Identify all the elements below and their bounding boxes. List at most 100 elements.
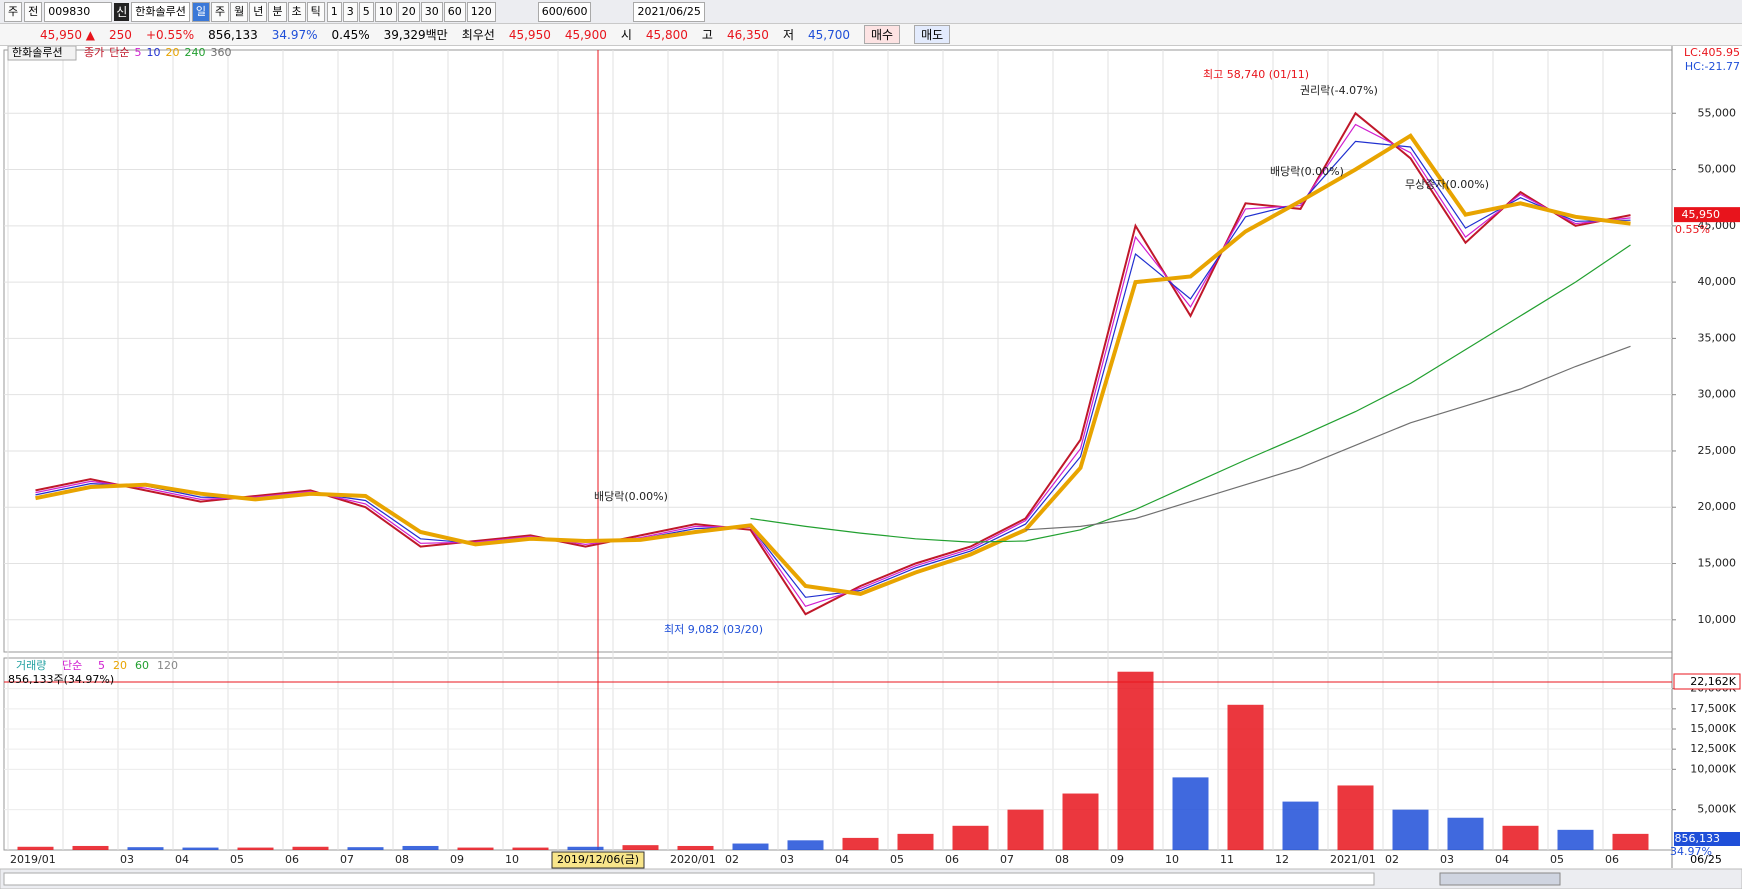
right-axis: [1672, 46, 1742, 852]
x-tick-label: 2020/01: [670, 853, 716, 866]
chart: 2019/01 03 04 05 06 07 08 09 10 11 2020/01 02 03 04 05…: [0, 46, 1742, 889]
last-rate: 0.55%: [1675, 223, 1710, 236]
sell-button[interactable]: 매도: [914, 25, 951, 44]
volume-method: 단순: [62, 659, 82, 672]
code-input[interactable]: 009830: [44, 1, 113, 22]
interval-button[interactable]: 60: [443, 1, 466, 22]
interval-button[interactable]: 30: [420, 1, 443, 22]
prev-button[interactable]: 전: [24, 1, 43, 22]
series-line: [1025, 345, 1631, 531]
volume-bar: [1282, 801, 1319, 850]
x-tick-label: 12: [1275, 853, 1289, 866]
x-tick-label: 06: [945, 853, 959, 866]
volume-bar: [1062, 793, 1099, 850]
buy-button[interactable]: 매수: [863, 25, 901, 44]
volume-ma-label: 20: [113, 659, 127, 672]
volume-bar: [127, 847, 164, 850]
series-line: [35, 133, 1631, 596]
volume-ma-label: 120: [157, 659, 178, 672]
period-button[interactable]: 년: [249, 1, 268, 22]
volume-bar: [952, 825, 989, 850]
quote-change: 250: [109, 27, 132, 42]
volume-last-rate: 34.97%: [1670, 845, 1712, 858]
y-tick-label: 12,500K: [1690, 742, 1736, 755]
annotation: 무상증자(0.00%): [1405, 178, 1489, 191]
open-label: 시: [620, 28, 632, 42]
x-tick-label: 04: [175, 853, 189, 866]
volume-bar: [787, 840, 824, 850]
volume-bar: [897, 833, 934, 850]
max-tag: [1673, 673, 1741, 690]
x-tick-label: 03: [780, 853, 794, 866]
crosshair-label-bg: [551, 851, 645, 869]
interval-button[interactable]: 5: [358, 1, 374, 22]
annotation: 최저 9,082 (03/20): [664, 623, 763, 636]
x-tick-label: 05: [1550, 853, 1564, 866]
date-input[interactable]: 2021/06/25: [633, 1, 705, 22]
hc-label: HC:-21.77: [1685, 60, 1740, 73]
period-button[interactable]: 주: [211, 1, 230, 22]
quote-change-rate: +0.55%: [145, 27, 195, 42]
x-tick-label: 07: [1000, 853, 1014, 866]
legend-label: 10: [147, 46, 161, 59]
y-tick-label: 17,500K: [1690, 702, 1736, 715]
count-input[interactable]: 600/600: [537, 1, 592, 22]
period-button[interactable]: 초: [287, 1, 306, 22]
y-tick-label: 15,000K: [1690, 722, 1736, 735]
x-tick-label: 03: [1440, 853, 1454, 866]
market-button[interactable]: 주: [4, 1, 23, 22]
scroll-thumb: [1439, 872, 1561, 886]
volume-bar: [677, 845, 714, 850]
x-tick-label: 11: [1220, 853, 1234, 866]
low-label: 저: [782, 28, 794, 42]
volume-bar: [1447, 817, 1484, 850]
bid: 45,900: [564, 27, 607, 42]
y-tick-label: 5,000K: [1697, 803, 1736, 816]
y-tick-label: 35,000: [1698, 331, 1737, 344]
last-price: 45,950: [1682, 208, 1721, 221]
period-button[interactable]: 월: [230, 1, 249, 22]
x-tick-label: 08: [1055, 853, 1069, 866]
volume-bar: [1612, 833, 1649, 850]
x-tick-label: 2021/01: [1330, 853, 1376, 866]
period-button[interactable]: 일: [191, 1, 211, 22]
quote-volume: 856,133: [208, 27, 258, 42]
volume-bar: [402, 845, 439, 850]
period-button[interactable]: 분: [268, 1, 287, 22]
interval-button[interactable]: 1: [326, 1, 342, 22]
scroll-track: [3, 872, 1375, 886]
x-tick-label: 10: [505, 853, 519, 866]
interval-button[interactable]: 3: [342, 1, 358, 22]
x-tick-label: 05: [230, 853, 244, 866]
stock-name[interactable]: 한화솔루션: [131, 1, 190, 22]
x-tick-label: 05: [890, 853, 904, 866]
volume-bar: [1337, 785, 1374, 850]
quote-volume-rate: 34.97%: [271, 27, 318, 42]
volume-bar: [1117, 671, 1154, 850]
x-tick-label: 08: [395, 853, 409, 866]
x-tick-label: 04: [835, 853, 849, 866]
volume-title: 거래량: [16, 659, 46, 672]
y-tick-label: 15,000: [1698, 557, 1737, 570]
y-tick-label: 50,000: [1698, 163, 1737, 176]
x-tick-label: 04: [1495, 853, 1509, 866]
volume-bar: [512, 847, 549, 850]
quote-turnover: 0.45%: [331, 27, 370, 42]
period-button[interactable]: 틱: [306, 1, 325, 22]
legend-label: 360: [211, 46, 232, 59]
price-panel: [3, 49, 1673, 653]
volume-ma-label: 60: [135, 659, 149, 672]
high-label: 고: [701, 28, 713, 42]
volume-bar: [1007, 809, 1044, 850]
annotation: 배당락(0.00%): [594, 490, 668, 503]
volume-bar: [1502, 825, 1539, 850]
volume-bar: [237, 847, 274, 850]
interval-button[interactable]: 10: [374, 1, 397, 22]
volume-bar: [292, 846, 329, 850]
legend-label: 20: [166, 46, 180, 59]
interval-button[interactable]: 20: [397, 1, 420, 22]
interval-button[interactable]: 120: [466, 1, 496, 22]
open: 45,800: [645, 27, 688, 42]
x-tick-label: 09: [1110, 853, 1124, 866]
y-tick-label: 30,000: [1698, 388, 1737, 401]
